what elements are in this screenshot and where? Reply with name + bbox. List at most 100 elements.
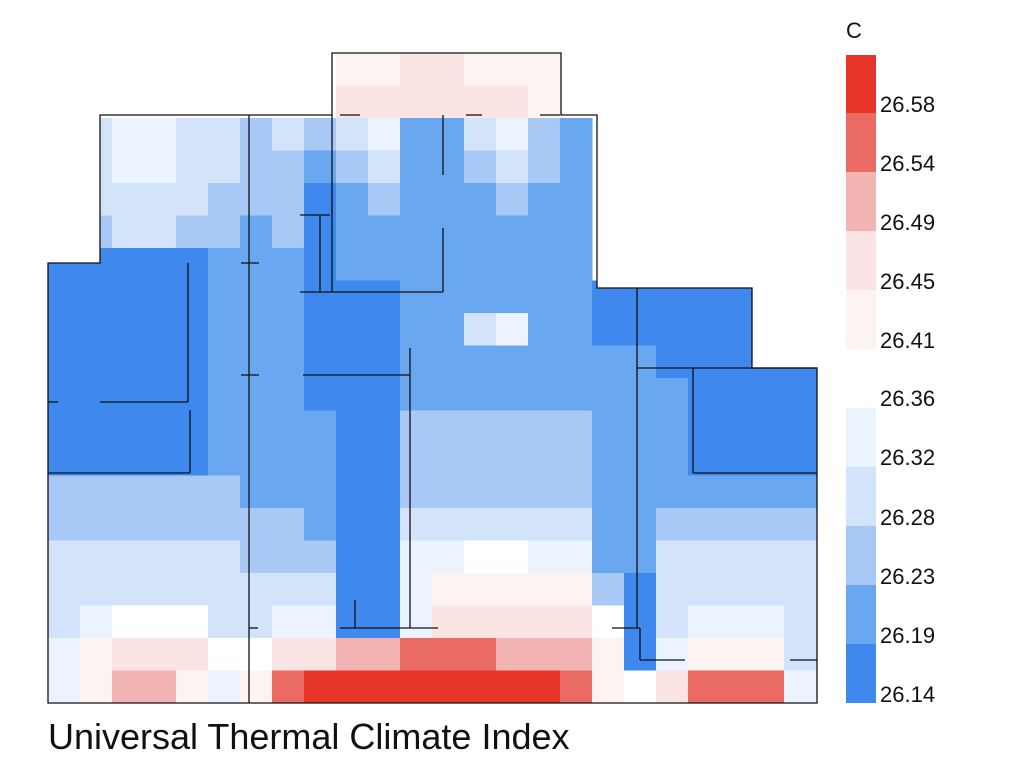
heatmap-cell [432,215,465,249]
heatmap-cell [688,280,721,314]
heatmap-cell [368,410,401,444]
heatmap-cell [560,573,593,606]
heatmap-cell [752,573,785,606]
heatmap-cell [48,573,81,606]
heatmap-cell [176,540,209,574]
heatmap-cell [336,475,369,509]
heatmap-cell [80,638,113,671]
heatmap-cell [560,378,593,411]
heatmap-cell [144,118,177,151]
heatmap-cell [272,605,305,639]
heatmap-cell [400,508,433,541]
heatmap-cell [592,345,625,379]
heatmap-cell [688,508,721,541]
heatmap-cell [112,605,145,639]
heatmap-cell [752,443,785,476]
heatmap-cell [80,378,113,411]
heatmap-cell [432,53,465,86]
heatmap-cell [688,670,721,703]
heatmap-cell [592,313,625,346]
heatmap-cell [432,638,465,671]
heatmap-cell [720,345,753,379]
colorbar-swatch [846,172,876,231]
heatmap-cell [176,280,209,314]
heatmap-cell [112,280,145,314]
heatmap-cell [272,573,305,606]
colorbar-tick-label: 26.32 [880,445,936,470]
heatmap-cell [432,183,465,216]
heatmap-cell [560,345,593,379]
heatmap-cell [560,215,593,249]
heatmap-cell [496,410,529,444]
heatmap-cell [272,248,305,281]
heatmap-cell [304,443,337,476]
heatmap-cell [336,443,369,476]
colorbar-tick-label: 26.28 [880,505,936,530]
heatmap-cell [752,670,785,703]
heatmap-cell [368,118,401,151]
floor-outline [47,52,818,704]
heatmap-cell [720,605,753,639]
heatmap-cell [336,53,369,86]
heatmap-cell [304,638,337,671]
heatmap-cell [560,638,593,671]
heatmap-cell [528,345,561,379]
heatmap-cell [112,118,145,151]
heatmap-cell [656,475,689,509]
heatmap-cell [240,410,273,444]
heatmap-cell [432,508,465,541]
heatmap-cell [528,540,561,574]
heatmap-cell [240,248,273,281]
heatmap-cell [48,670,81,703]
heatmap-cell [592,605,625,639]
heatmap-cell [208,313,241,346]
colorbar-tick-label: 26.23 [880,564,936,589]
heatmap-cell [144,670,177,703]
heatmap-cell [176,313,209,346]
walls [47,52,818,704]
heatmap-cell [240,605,273,639]
heatmap-cell [464,85,497,119]
heatmap-cell [176,248,209,281]
heatmap-cell [400,345,433,379]
heatmap-cell [48,378,81,411]
heatmap-cell [496,248,529,281]
heatmap-cell [624,475,657,509]
heatmap-cell [784,443,817,476]
heatmap-cell [112,573,145,606]
heatmap-cell [528,670,561,703]
heatmap-cell [624,280,657,314]
heatmap-cell [752,638,785,671]
heatmap-cell [368,670,401,703]
heatmap-cell [304,410,337,444]
heatmap-cell [336,410,369,444]
heatmap-cell [208,638,241,671]
heatmap-cell [336,183,369,216]
heatmap-cell [656,508,689,541]
heatmap-cell [624,313,657,346]
heatmap-cell [304,183,337,216]
heatmap-cell [464,573,497,606]
heatmap-cell [336,508,369,541]
heatmap-cell [528,605,561,639]
heatmap-cell [784,638,817,671]
heatmap-cell [48,345,81,379]
heatmap-cell [464,670,497,703]
heatmap-cell [720,280,753,314]
heatmap-cell [368,638,401,671]
heatmap-cell [720,670,753,703]
heatmap-cell [80,410,113,444]
heatmap-cell [48,540,81,574]
heatmap-cell [240,475,273,509]
heatmap-cell [592,378,625,411]
heatmap-cell [368,508,401,541]
heatmap-cell [368,215,401,249]
heatmap-cell [176,475,209,509]
heatmap-cell [784,345,817,379]
heatmap-cell [432,670,465,703]
heatmap-cell [624,670,657,703]
heatmap-cell [624,573,657,606]
heatmap-cell [144,150,177,184]
heatmap-cell [592,475,625,509]
